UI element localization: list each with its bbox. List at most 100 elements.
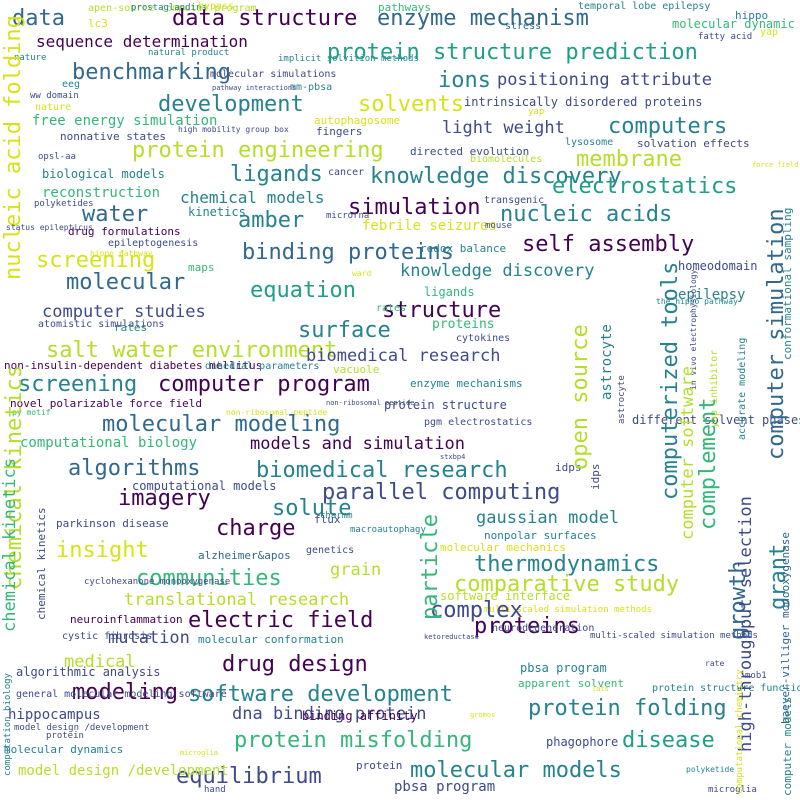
word: nucleic acids — [500, 202, 673, 227]
word: microrna — [326, 211, 370, 221]
word: polyketides — [34, 199, 94, 209]
word: opsl-aa — [38, 152, 76, 162]
word: ions — [438, 68, 491, 93]
word: protein structure — [384, 398, 507, 412]
word: screening — [18, 372, 138, 397]
word: chemical models — [180, 188, 325, 207]
word: software interface — [440, 589, 571, 603]
word: high mobility group box — [178, 125, 289, 134]
word: molecular modeling — [102, 412, 341, 437]
word: charmm — [320, 511, 353, 521]
word: grain — [330, 560, 382, 580]
word: molecular — [66, 270, 186, 295]
word: computer models — [781, 696, 794, 796]
word: phagophore — [546, 735, 619, 749]
word: vacuole — [333, 363, 380, 376]
word: hippocampus — [8, 707, 101, 723]
word: molecular dynamics — [4, 743, 124, 756]
word: atomistic simulations — [38, 319, 165, 330]
word: equation — [250, 278, 356, 303]
word: nonnative states — [60, 130, 166, 143]
word: self assembly — [522, 232, 695, 257]
word: ww domain — [30, 91, 79, 101]
word: kinetics — [188, 205, 246, 219]
word: cancer — [328, 167, 365, 178]
word: proteins — [432, 317, 495, 332]
word: software development — [188, 682, 453, 707]
word: ward — [352, 269, 372, 278]
word: idps — [555, 461, 582, 474]
word: electric field — [188, 608, 374, 633]
word: status epilepticus — [6, 223, 93, 232]
word: protein — [356, 759, 403, 772]
word: fatty acid — [698, 32, 753, 42]
word: imagery — [118, 486, 211, 511]
word: nucleic acid folding — [1, 15, 26, 280]
word: lc3 — [88, 17, 108, 30]
word: binding proteins — [242, 240, 454, 265]
word: computational models — [132, 479, 277, 493]
word: hand — [204, 785, 226, 795]
word: modeling — [72, 680, 178, 705]
word: drug formulations — [68, 225, 181, 238]
word: genetics — [306, 545, 355, 556]
word: hippo — [735, 9, 769, 22]
word: ketoreductase — [424, 633, 479, 641]
word: conformational sampling — [781, 207, 794, 360]
word: charge — [216, 516, 296, 541]
word: non-ribosomal peptide — [326, 399, 415, 407]
word: autophagosome — [314, 114, 401, 127]
word: rates — [376, 303, 407, 314]
word: computer program — [158, 372, 370, 397]
word: accurate modeling — [737, 337, 748, 440]
word: algorithms — [68, 456, 201, 481]
word: data — [12, 6, 65, 31]
word: mob1 — [745, 671, 767, 681]
word: light weight — [442, 118, 565, 138]
word: insight — [56, 538, 149, 563]
word: complex — [430, 598, 523, 623]
word: yap — [528, 107, 545, 117]
word: bypass — [198, 1, 235, 12]
word: water — [82, 202, 149, 227]
word: force field — [752, 161, 799, 169]
word: screening — [36, 248, 156, 273]
word: non-insulin-dependent diabetes mellitus — [4, 359, 263, 372]
word: pathways — [378, 1, 431, 14]
word: chemical kinetics — [0, 458, 20, 632]
word: particle — [418, 514, 443, 620]
word: binding affinity — [302, 709, 418, 723]
word: enzyme mechanism — [377, 6, 589, 31]
word: enzyme mechanisms — [410, 377, 523, 390]
word: molecular simulations — [210, 69, 337, 80]
word: biomedical research — [306, 346, 501, 366]
word: epilepsy — [678, 287, 746, 303]
word: mutation — [108, 628, 190, 648]
word: knowledge discovery — [400, 261, 595, 281]
word: model design /development — [14, 723, 150, 733]
word: translational research — [124, 590, 350, 610]
word: nature — [14, 53, 47, 63]
word: polyketide — [686, 765, 735, 774]
word: apparent solvent — [518, 677, 624, 690]
word: stxbp4 — [440, 453, 466, 461]
word: py motif — [12, 408, 51, 417]
word: alzheimer&apos — [198, 549, 291, 562]
word: simulation — [348, 195, 481, 220]
word: complement — [696, 397, 721, 530]
word: microglia — [708, 785, 757, 795]
word: gaussian model — [476, 508, 620, 528]
word: dna binding protein — [232, 704, 427, 724]
word: protein engineering — [132, 138, 384, 163]
word: parkinson disease — [56, 517, 169, 530]
word: natural product — [148, 48, 230, 58]
word: hippo pathway — [90, 249, 153, 258]
word: thermodynamics — [474, 552, 660, 577]
word: intrinsically disordered proteins — [464, 95, 703, 109]
word: astrocyte — [617, 375, 627, 424]
word: transgenic — [484, 195, 545, 206]
word: fingers — [316, 125, 363, 138]
word: comparative study — [454, 572, 680, 597]
word: molecular dynamic simulation — [672, 17, 800, 31]
